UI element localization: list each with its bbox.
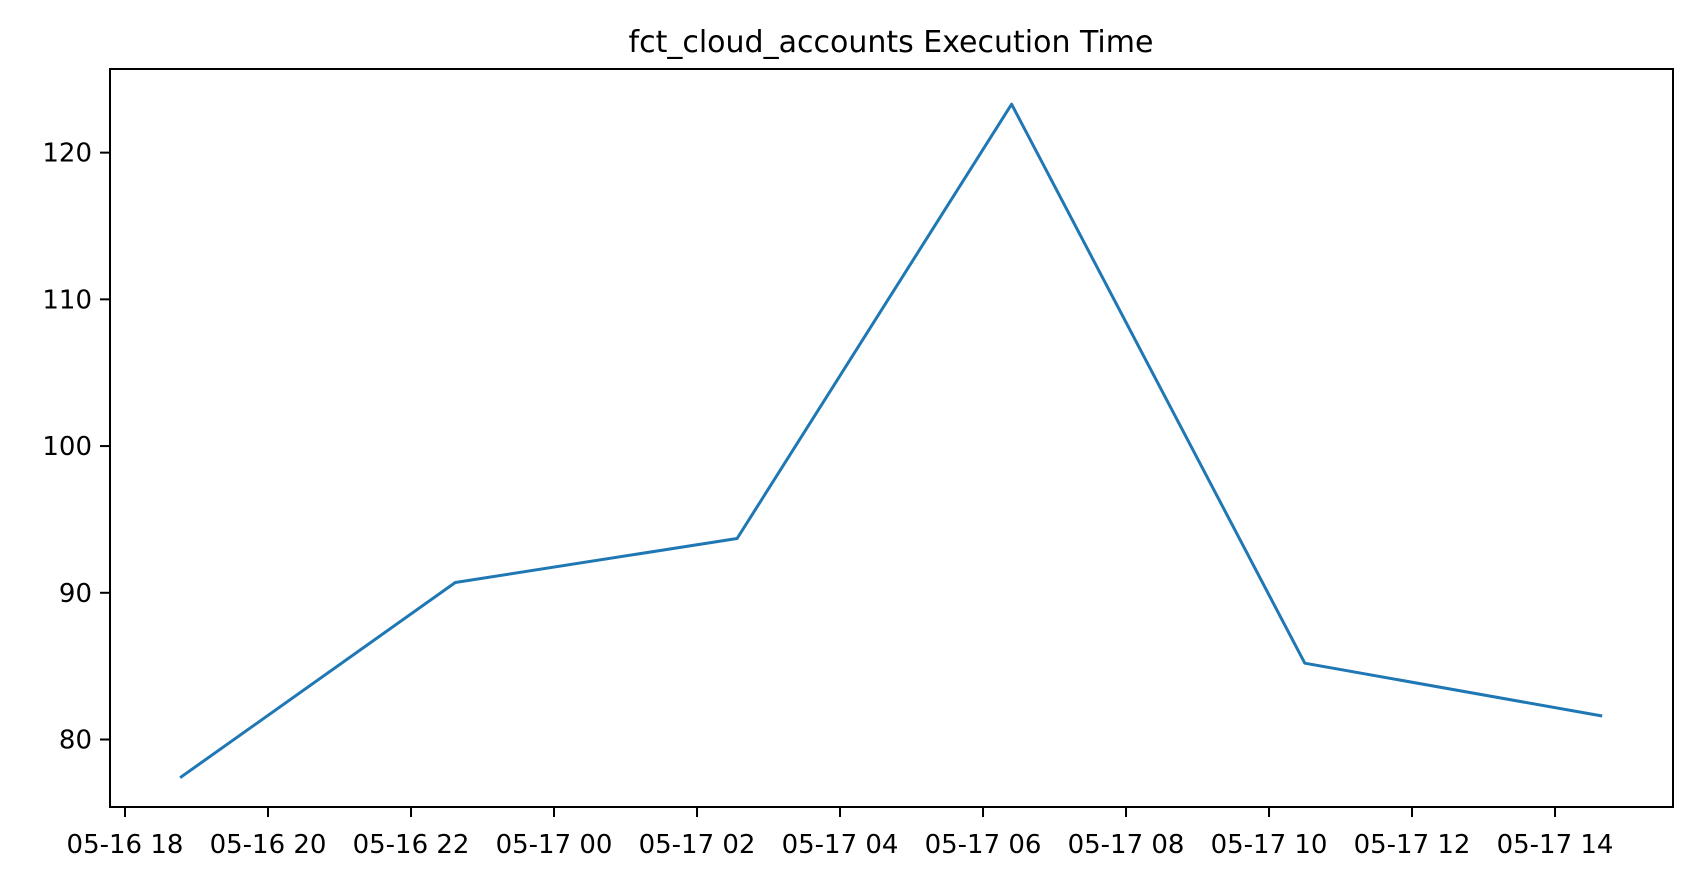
x-axis-ticks: 05-16 18 05-16 20 05-16 22 05-17 00 05-17 02… — [67, 807, 1614, 860]
x-tick-label: 05-17 04 — [782, 830, 899, 860]
x-tick-label: 05-17 00 — [496, 830, 613, 860]
x-tick-label: 05-16 22 — [353, 830, 470, 860]
y-tick-label: 90 — [59, 579, 92, 609]
y-tick-label: 80 — [59, 726, 92, 756]
x-tick-label: 05-16 18 — [67, 830, 184, 860]
x-tick-label: 05-17 14 — [1497, 830, 1614, 860]
y-tick-label: 110 — [42, 285, 92, 315]
execution-time-line — [179, 102, 1603, 779]
y-axis-ticks: 80 90 100 110 120 — [42, 139, 110, 756]
y-tick-label: 100 — [42, 432, 92, 462]
x-tick-label: 05-17 08 — [1068, 830, 1185, 860]
x-tick-label: 05-17 06 — [925, 830, 1042, 860]
plot-area-border — [109, 68, 1674, 808]
x-tick-label: 05-17 12 — [1354, 830, 1471, 860]
chart-title: fct_cloud_accounts Execution Time — [629, 25, 1154, 60]
x-tick-label: 05-16 20 — [210, 830, 327, 860]
x-tick-label: 05-17 10 — [1211, 830, 1328, 860]
x-tick-label: 05-17 02 — [639, 830, 756, 860]
y-tick-label: 120 — [42, 139, 92, 169]
